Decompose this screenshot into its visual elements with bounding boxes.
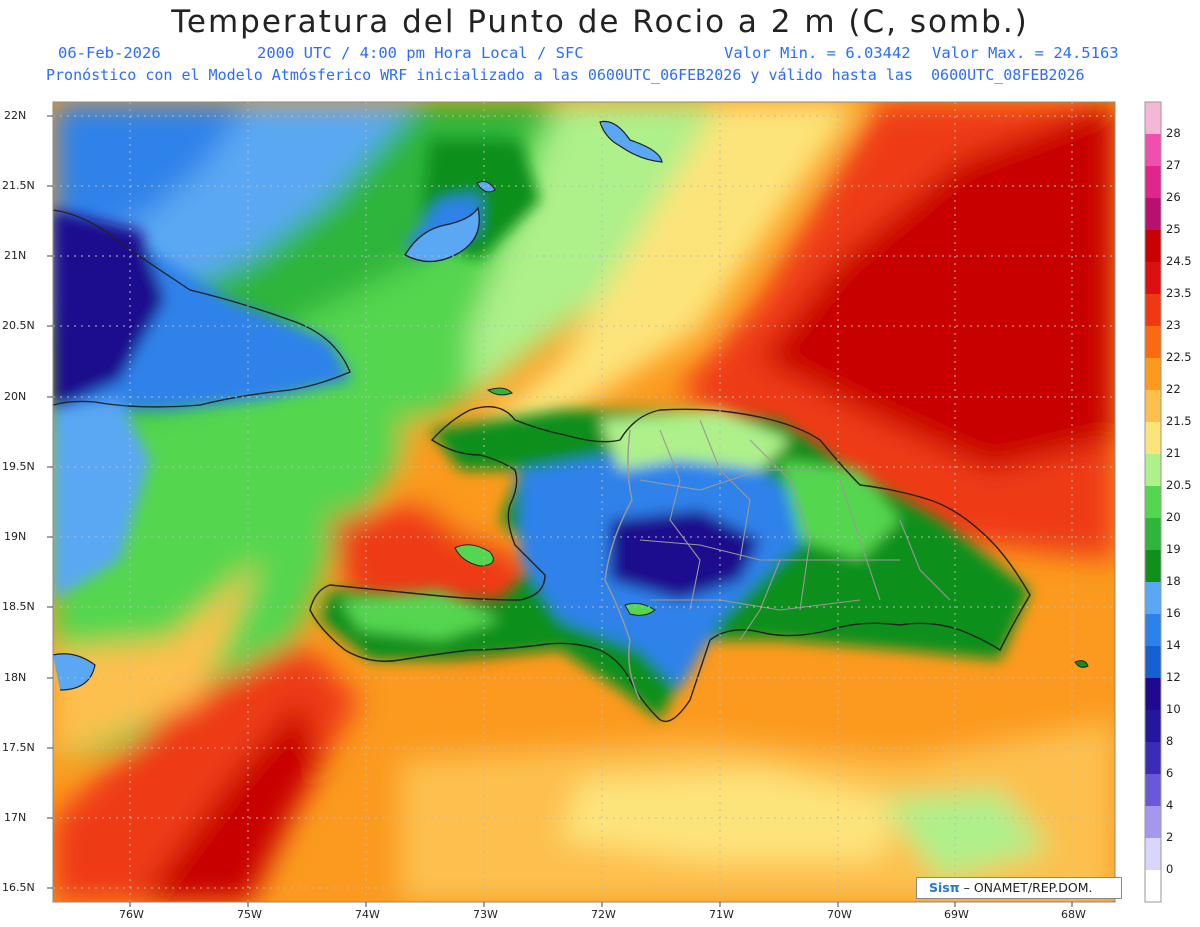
colorbar-swatch [1145,742,1161,775]
colorbar-swatch [1145,166,1161,199]
colorbar-label: 4 [1166,798,1174,812]
colorbar-frame [1144,101,1162,903]
map-title: Temperatura del Punto de Rocio a 2 m (C,… [171,4,1029,40]
colorbar-label: 12 [1166,670,1181,684]
colorbar-label: 28 [1166,126,1181,140]
colorbar-swatch [1145,838,1161,871]
lat-label: 21.5N [2,179,35,192]
colorbar-label: 10 [1166,702,1181,716]
colorbar-label: 19 [1166,542,1181,556]
colorbar-label: 21.5 [1166,414,1192,428]
colorbar-label: 23 [1166,318,1181,332]
colorbar-label: 0 [1166,862,1174,876]
colorbar [1144,101,1162,903]
model-description: Pronóstico con el Modelo Atmósferico WRF… [46,66,1085,84]
colorbar-label: 8 [1166,734,1174,748]
lon-label: 72W [591,908,616,921]
colorbar-label: 21 [1166,446,1181,460]
colorbar-swatch [1145,646,1161,679]
lat-label: 22N [4,109,27,122]
credit-box: Sisπ – ONAMET/REP.DOM. [916,877,1122,899]
colorbar-swatch [1145,486,1161,519]
lon-label: 76W [119,908,144,921]
lat-label: 16.5N [2,881,35,894]
lon-label: 73W [473,908,498,921]
lat-label: 17N [4,811,27,824]
colorbar-label: 27 [1166,158,1181,172]
colorbar-swatch [1145,870,1161,903]
colorbar-label: 2 [1166,830,1174,844]
colorbar-label: 22.5 [1166,350,1192,364]
colorbar-swatch [1145,326,1161,359]
colorbar-label: 20 [1166,510,1181,524]
colorbar-swatch [1145,678,1161,711]
lon-label: 69W [944,908,969,921]
lon-label: 75W [237,908,262,921]
colorbar-swatch [1145,358,1161,391]
color-field [53,102,1115,902]
colorbar-swatch [1145,262,1161,295]
credit-org: – ONAMET/REP.DOM. [963,880,1093,895]
sispi-logo: Sisπ [929,880,960,895]
forecast-time: 2000 UTC / 4:00 pm Hora Local / SFC [257,44,584,62]
colorbar-swatch [1145,614,1161,647]
max-value: Valor Max. = 24.5163 [932,44,1119,62]
colorbar-label: 16 [1166,606,1181,620]
colorbar-swatch [1145,454,1161,487]
colorbar-label: 26 [1166,190,1181,204]
lat-label: 18.5N [2,600,35,613]
colorbar-label: 6 [1166,766,1174,780]
colorbar-swatch [1145,582,1161,615]
lat-label: 20N [4,390,27,403]
colorbar-swatch [1145,422,1161,455]
colorbar-swatch [1145,230,1161,263]
colorbar-swatch [1145,134,1161,167]
lat-label: 20.5N [2,319,35,332]
map-frame [52,101,1116,903]
colorbar-swatch [1145,774,1161,807]
colorbar-swatch [1145,806,1161,839]
lat-label: 18N [4,671,27,684]
forecast-date: 06-Feb-2026 [58,44,161,62]
lat-label: 19N [4,530,27,543]
lat-label: 17.5N [2,741,35,754]
colorbar-label: 22 [1166,382,1181,396]
lon-label: 68W [1061,908,1086,921]
lat-label: 19.5N [2,460,35,473]
colorbar-label: 18 [1166,574,1181,588]
lon-label: 70W [827,908,852,921]
min-value: Valor Min. = 6.03442 [724,44,911,62]
colorbar-swatch [1145,518,1161,551]
colorbar-swatch [1145,710,1161,743]
lon-label: 71W [709,908,734,921]
colorbar-label: 20.5 [1166,478,1192,492]
lon-label: 74W [355,908,380,921]
colorbar-label: 14 [1166,638,1181,652]
colorbar-swatch [1145,550,1161,583]
colorbar-swatch [1145,390,1161,423]
colorbar-label: 23.5 [1166,286,1192,300]
colorbar-swatch [1145,294,1161,327]
colorbar-swatch [1145,102,1161,135]
colorbar-label: 25 [1166,222,1181,236]
lat-label: 21N [4,249,27,262]
colorbar-label: 24.5 [1166,254,1192,268]
colorbar-swatch [1145,198,1161,231]
